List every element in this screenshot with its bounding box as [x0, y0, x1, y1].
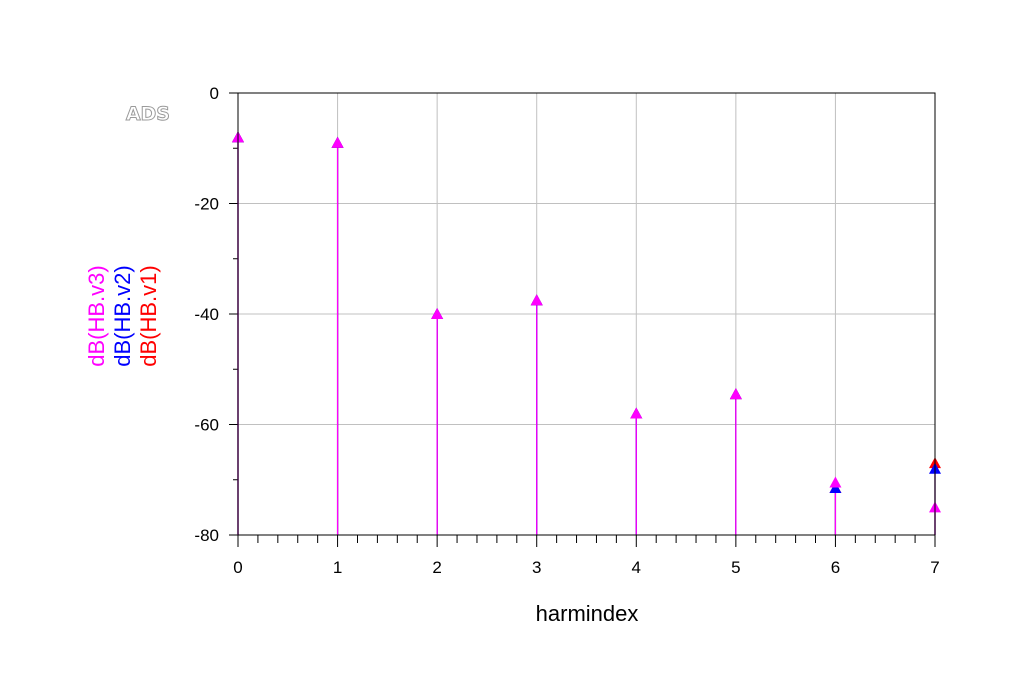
marker-db-hb-v3: [729, 388, 742, 400]
y-tick-label: -40: [194, 305, 219, 324]
x-axis-label: harmindex: [536, 601, 639, 626]
marker-db-hb-v3: [829, 476, 842, 488]
legend: dB(HB.v3) dB(HB.v2) dB(HB.v1): [84, 265, 161, 366]
labels-layer: 0 1 2 3 4 5 6 7 0 -20 -40 -60 -80: [194, 84, 939, 577]
stems-layer: [237, 137, 936, 535]
x-tick-label: 3: [532, 558, 541, 577]
x-tick-label: 7: [930, 558, 939, 577]
marker-db-hb-v3: [530, 294, 543, 306]
x-tick-label: 4: [632, 558, 641, 577]
x-tick-label: 2: [432, 558, 441, 577]
y-tick-label: -60: [194, 416, 219, 435]
x-tick-label: 5: [731, 558, 740, 577]
y-tick-label: 0: [210, 84, 219, 103]
marker-db-hb-v2: [829, 482, 842, 494]
markers-layer: [232, 131, 941, 513]
legend-entry: dB(HB.v1): [136, 265, 161, 366]
x-tick-label: 1: [333, 558, 342, 577]
marker-db-hb-v3: [331, 136, 344, 148]
legend-entry: dB(HB.v2): [110, 265, 135, 366]
x-tick-label: 6: [831, 558, 840, 577]
ticks-layer: [229, 92, 936, 547]
y-tick-label: -20: [194, 195, 219, 214]
legend-entry: dB(HB.v3): [84, 265, 109, 366]
ads-watermark: ADS: [126, 103, 170, 125]
x-tick-label: 0: [233, 558, 242, 577]
grid-layer: [238, 93, 935, 535]
marker-db-hb-v3: [431, 308, 444, 319]
marker-db-hb-v3: [630, 407, 643, 419]
y-tick-label: -80: [194, 526, 219, 545]
plot-frame: [237, 92, 936, 536]
